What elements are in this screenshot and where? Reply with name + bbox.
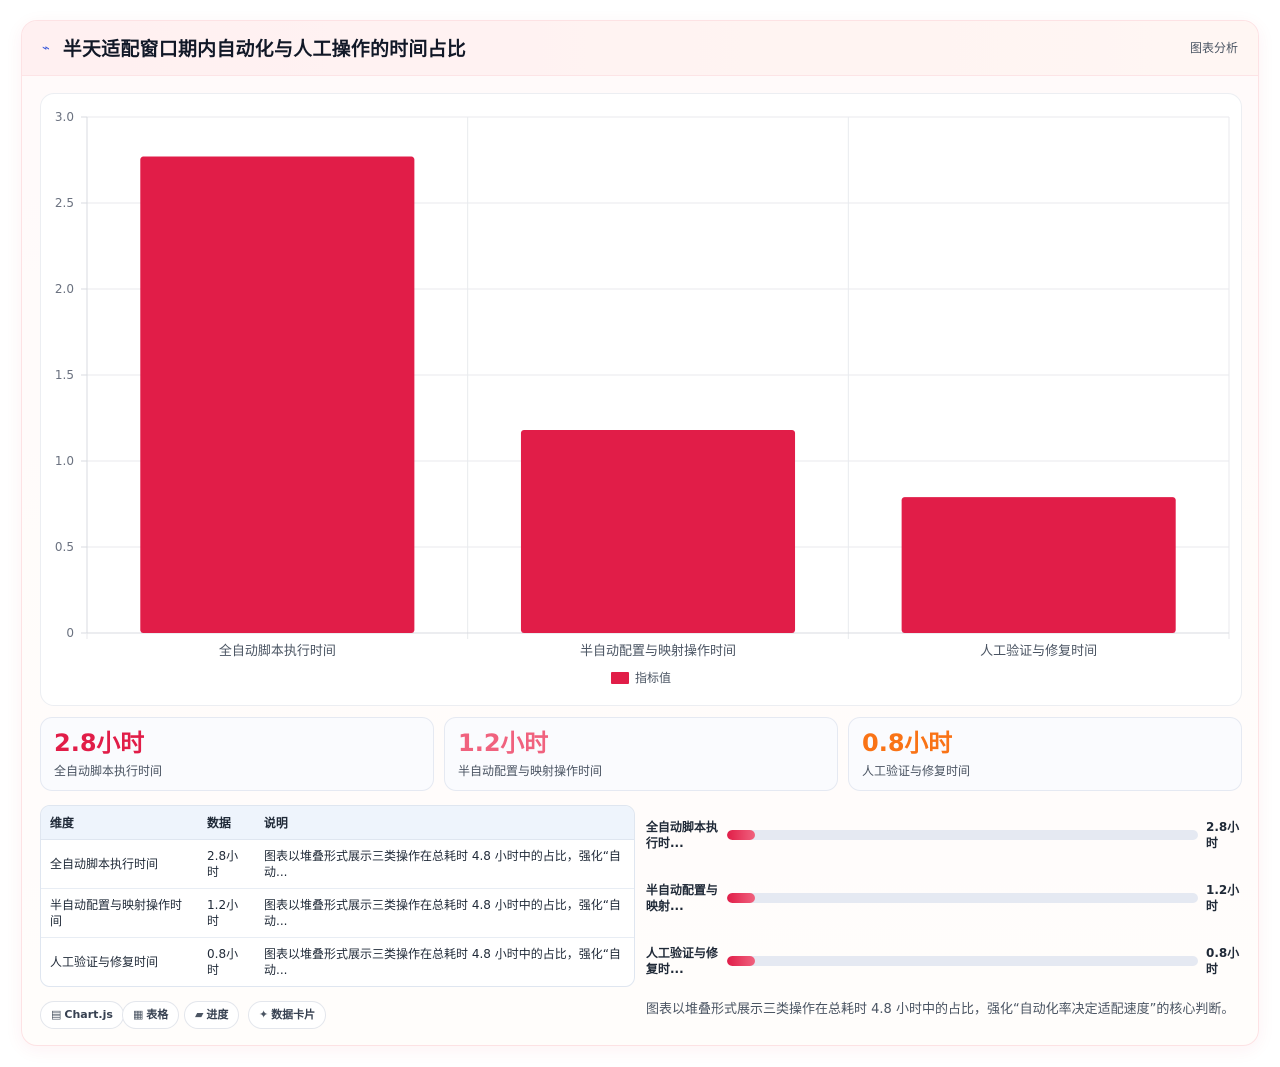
progress-fill	[727, 956, 756, 966]
x-tick-label: 人工验证与修复时间	[980, 643, 1097, 659]
column-header-dimension: 维度	[41, 806, 198, 840]
card-header: ⌁ 半天适配窗口期内自动化与人工操作的时间占比 图表分析	[22, 21, 1258, 76]
stat-label: 人工验证与修复时间	[862, 764, 971, 778]
table-header-row: 维度 数据 说明	[41, 806, 634, 840]
chip-label: 进度	[206, 1008, 229, 1021]
progress-track	[727, 830, 1198, 840]
progress-row-semi: 半自动配置与映射... 1.2小时	[646, 882, 1242, 922]
y-tick-label: 1.0	[55, 454, 74, 468]
y-tick-label: 2.5	[55, 196, 74, 210]
stat-card-auto: 2.8小时 全自动脚本执行时间	[40, 717, 434, 791]
y-tick-label: 0.5	[55, 540, 74, 554]
progress-label: 全自动脚本执行时...	[646, 820, 719, 850]
data-table: 维度 数据 说明 全自动脚本执行时间 2.8小时 图表以堆叠形式展示三类操作在总…	[40, 805, 635, 987]
stat-card-manual: 0.8小时 人工验证与修复时间	[848, 717, 1242, 791]
x-tick-label: 全自动脚本执行时间	[219, 643, 336, 659]
stat-label: 半自动配置与映射操作时间	[458, 764, 603, 778]
table-cell: 全自动脚本执行时间	[41, 839, 198, 889]
chip-label: 表格	[146, 1008, 169, 1021]
column-header-data: 数据	[198, 806, 255, 840]
progress-label: 人工验证与修复时...	[646, 946, 719, 976]
table-cell: 0.8小时	[207, 946, 239, 977]
table-cell: 图表以堆叠形式展示三类操作在总耗时 4.8 小时中的占比，强化“自动...	[264, 946, 621, 977]
progress-value: 2.8小时	[1206, 820, 1240, 850]
stat-value: 2.8小时	[54, 729, 145, 757]
progress-value: 0.8小时	[1206, 946, 1240, 976]
bar	[140, 156, 415, 633]
bar-chart: 0 0.5 1.0 1.5 2.0 2.5 3.0 全自动脚本执行时间 半自动配置与映射操作时间…	[55, 110, 1230, 685]
legend-swatch	[611, 672, 629, 684]
table-row: 人工验证与修复时间 0.8小时 图表以堆叠形式展示三类操作在总耗时 4.8 小时…	[41, 937, 634, 986]
table-cell: 图表以堆叠形式展示三类操作在总耗时 4.8 小时中的占比，强化“自动...	[255, 888, 634, 938]
progress-row-manual: 人工验证与修复时... 0.8小时	[646, 945, 1242, 985]
bar	[520, 430, 796, 633]
y-tick-label: 3.0	[55, 110, 74, 124]
chip-table[interactable]: ▦ 表格	[122, 1001, 180, 1029]
chip-data-card[interactable]: ✦ 数据卡片	[248, 1001, 327, 1029]
progress-icon: ▰	[195, 1008, 204, 1021]
progress-fill	[727, 830, 756, 840]
progress-row-auto: 全自动脚本执行时... 2.8小时	[646, 819, 1242, 859]
chip-progress[interactable]: ▰ 进度	[184, 1001, 240, 1029]
chart-footnote: 图表以堆叠形式展示三类操作在总耗时 4.8 小时中的占比，强化“自动化率决定适配…	[646, 1002, 1235, 1017]
table-cell: 2.8小时	[198, 839, 255, 889]
table-row: 半自动配置与映射操作时间 1.2小时 图表以堆叠形式展示三类操作在总耗时 4.8…	[41, 888, 634, 938]
chart-panel: 0 0.5 1.0 1.5 2.0 2.5 3.0 全自动脚本执行时间 半自动配置与映射操作时间…	[40, 93, 1242, 706]
table-cell: 人工验证与修复时间	[50, 954, 159, 969]
progress-track	[727, 893, 1198, 903]
stat-value: 0.8小时	[862, 729, 953, 757]
stat-value: 1.2小时	[458, 729, 549, 757]
x-tick-label: 半自动配置与映射操作时间	[580, 643, 736, 659]
chip-label: Chart.js	[64, 1008, 113, 1021]
progress-label: 半自动配置与映射...	[646, 883, 719, 913]
stat-label: 全自动脚本执行时间	[54, 764, 163, 778]
chart-icon: ▤	[51, 1008, 62, 1021]
chip-label: 数据卡片	[271, 1008, 316, 1021]
chip-chartjs[interactable]: ▤ Chart.js	[40, 1001, 124, 1029]
table-cell: 图表以堆叠形式展示三类操作在总耗时 4.8 小时中的占比，强化“自动...	[255, 839, 634, 889]
progress-track	[727, 956, 1198, 966]
table-cell: 1.2小时	[198, 888, 255, 938]
table-cell: 半自动配置与映射操作时间	[41, 888, 198, 938]
table-icon: ▦	[133, 1008, 144, 1021]
page-title: 半天适配窗口期内自动化与人工操作的时间占比	[63, 38, 467, 60]
progress-fill	[727, 893, 756, 903]
legend-label: 指标值	[635, 670, 671, 685]
dashboard-card: ⌁ 半天适配窗口期内自动化与人工操作的时间占比 图表分析 0 0.5 1.0 1.5 2…	[21, 20, 1259, 1046]
y-tick-label: 0	[66, 626, 74, 640]
stat-card-semi: 1.2小时 半自动配置与映射操作时间	[444, 717, 838, 791]
table-row: 全自动脚本执行时间 2.8小时 图表以堆叠形式展示三类操作在总耗时 4.8 小时…	[41, 839, 634, 889]
y-tick-label: 1.5	[55, 368, 74, 382]
progress-value: 1.2小时	[1206, 883, 1240, 913]
sparkline-icon: ⌁	[42, 41, 50, 56]
bar	[901, 497, 1176, 633]
column-header-description: 说明	[255, 806, 634, 840]
card-icon: ✦	[259, 1008, 269, 1021]
y-tick-label: 2.0	[55, 282, 74, 296]
chart-analysis-link[interactable]: 图表分析	[1189, 41, 1238, 55]
